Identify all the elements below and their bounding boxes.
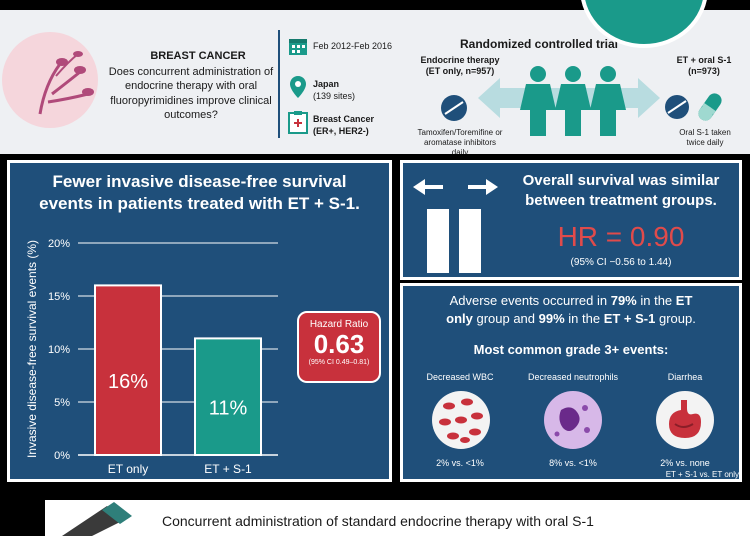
dfs-heading: Fewer invasive disease-free survival eve… (10, 171, 389, 215)
location-country: Japan (313, 79, 340, 89)
adverse-summary: Adverse events occurred in 79% in the ET… (403, 292, 739, 327)
location-sites: (139 sites) (313, 91, 356, 102)
calendar-icon (289, 39, 307, 55)
arm2-label-line1: ET + oral S-1 (676, 55, 732, 65)
arm1-desc-line1: Tamoxifen/Toremifine or (417, 128, 503, 137)
breast-illustration-icon (2, 32, 98, 128)
study-location: Japan (139 sites) (313, 78, 355, 102)
arm1-label-line1: Endocrine therapy (420, 55, 500, 65)
dfs-bar-chart: Invasive disease-free survival events (%… (25, 238, 278, 476)
arm1-desc-line2: aromatase inhibitors (423, 138, 497, 147)
arm2-label: ET + oral S-1 (n=973) (660, 55, 748, 77)
equal-bars-icon (427, 209, 481, 273)
bar-value-label: 16% (108, 371, 148, 393)
randomization-people-icon (478, 66, 660, 136)
trial-title: Randomized controlled trial (460, 37, 619, 51)
pen-icon (62, 502, 132, 536)
arm1-desc-line3: daily (451, 148, 469, 154)
dfs-heading-line1: Fewer invasive disease-free survival (52, 172, 347, 191)
adverse-text: group. (655, 310, 696, 326)
population-label: Breast Cancer (313, 114, 375, 124)
event-label: Diarrhea (667, 372, 703, 382)
blood-cells-icon (432, 391, 490, 449)
adverse-pct-combo: 99% (538, 310, 565, 326)
arm1-description: Tamoxifen/Toremifine or aromatase inhibi… (400, 128, 520, 154)
divider (278, 30, 280, 138)
tablet-icon (665, 95, 689, 119)
hazard-ratio-ci: (95% CI 0.49–0.81) (308, 358, 370, 366)
study-population: Breast Cancer (ER+, HER2-) (313, 113, 374, 137)
stomach-icon (656, 391, 714, 449)
hazard-ratio-value: 0.63 (313, 329, 365, 359)
conclusion-text: Concurrent administration of standard en… (162, 513, 594, 529)
y-axis-label: Invasive disease-free survival events (%… (25, 240, 39, 458)
capsule-icon (698, 93, 722, 121)
bar-value-label: 11% (209, 398, 248, 420)
x-tick-label: ET + S-1 (204, 462, 252, 476)
adverse-events-panel: Adverse events occurred in 79% in the ET… (400, 283, 742, 482)
adverse-footnote: ET + S-1 vs. ET only (665, 470, 739, 479)
adverse-group: ET + S-1 (603, 310, 656, 326)
y-tick-label: 20% (48, 238, 70, 250)
study-dates: Feb 2012-Feb 2016 (313, 41, 393, 51)
arm2-desc-line1: Oral S-1 taken (679, 128, 731, 137)
dfs-heading-line2: events in patients treated with ET + S-1… (39, 194, 360, 214)
y-tick-label: 5% (54, 397, 70, 409)
arm2-label-line2: (n=973) (688, 65, 720, 76)
arm1-label-line2: (ET only, n=957) (425, 65, 495, 76)
event-value: 2% vs. none (660, 458, 710, 468)
adverse-text: Adverse events occurred in (449, 293, 611, 308)
condition-title: BREAST CANCER (150, 50, 246, 62)
adverse-subheading: Most common grade 3+ events: (473, 342, 669, 357)
top-border (0, 0, 750, 10)
hazard-ratio-label: Hazard Ratio (309, 319, 369, 330)
event-value: 2% vs. <1% (436, 458, 484, 468)
tablet-icon (441, 95, 467, 121)
y-tick-label: 15% (48, 291, 70, 303)
adverse-text: group and (472, 310, 539, 326)
neutrophil-icon (544, 391, 602, 449)
event-label: Decreased WBC (426, 372, 494, 382)
location-pin-icon (290, 76, 306, 98)
x-tick-label: ET only (108, 462, 148, 476)
population-detail: (ER+, HER2-) (313, 126, 369, 137)
arm1-label: Endocrine therapy (ET only, n=957) (410, 55, 510, 77)
bar (94, 284, 162, 457)
clipboard-icon (288, 111, 308, 134)
event-label: Decreased neutrophils (527, 372, 619, 382)
y-tick-label: 10% (48, 344, 70, 356)
arm2-desc-line2: twice daily (686, 138, 724, 147)
overall-survival-panel: Overall survival was similar between tre… (400, 160, 742, 280)
arm2-description: Oral S-1 taken twice daily (662, 128, 748, 148)
overall-heading: Overall survival was similar between tre… (503, 171, 739, 210)
event-value: 8% vs. <1% (549, 458, 597, 468)
overall-heading-line2: between treatment groups. (525, 191, 717, 209)
adverse-group: ET (675, 293, 693, 308)
dfs-panel: Fewer invasive disease-free survival eve… (7, 160, 392, 482)
overall-ci: (95% CI −0.56 to 1.44) (570, 257, 672, 268)
double-arrow-icon (413, 179, 498, 195)
conclusion-banner (45, 500, 750, 536)
research-question: Does concurrent administration of endocr… (108, 66, 274, 121)
adverse-text: in the (636, 293, 676, 308)
y-tick-label: 0% (54, 450, 70, 462)
overall-hr: HR = 0.90 (557, 221, 685, 252)
adverse-group: only (446, 310, 473, 326)
bar (194, 337, 262, 456)
adverse-pct-et: 79% (610, 293, 637, 308)
hazard-ratio-badge: Hazard Ratio 0.63 (95% CI 0.49–0.81) (297, 311, 381, 383)
adverse-text: in the (564, 310, 604, 326)
overall-heading-line1: Overall survival was similar (522, 172, 720, 189)
